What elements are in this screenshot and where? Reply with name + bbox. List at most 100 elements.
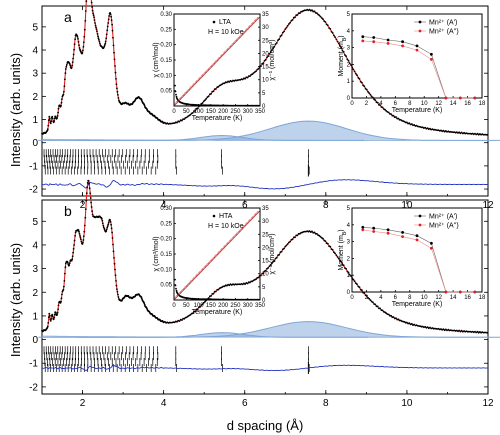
observed-point bbox=[255, 70, 257, 72]
inset-x-tick-label: 0 bbox=[172, 303, 176, 309]
inset2-x-tick-label: 18 bbox=[479, 101, 486, 107]
observed-point bbox=[109, 219, 111, 221]
chi-point bbox=[191, 103, 194, 106]
inverse-chi-point bbox=[224, 244, 227, 247]
inset2-x-tick-label: 2 bbox=[365, 101, 369, 107]
observed-point bbox=[376, 101, 379, 104]
inset-field-label: H = 10 kOe bbox=[208, 223, 244, 230]
inverse-chi-point bbox=[196, 79, 199, 83]
observed-point bbox=[217, 288, 220, 291]
inset-y2-tick-label: 35 bbox=[262, 206, 269, 212]
observed-point bbox=[164, 320, 166, 323]
observed-point bbox=[117, 293, 119, 296]
observed-point bbox=[291, 238, 294, 241]
observed-point bbox=[337, 257, 340, 260]
observed-point bbox=[442, 129, 445, 132]
inverse-chi-point bbox=[239, 229, 242, 232]
observed-point bbox=[196, 107, 199, 110]
chi-point bbox=[234, 298, 237, 301]
observed-point bbox=[244, 283, 247, 285]
inset-x-tick-label: 100 bbox=[194, 109, 205, 115]
observed-point bbox=[115, 284, 118, 287]
observed-point bbox=[395, 116, 397, 118]
moment-point bbox=[430, 246, 433, 250]
observed-point bbox=[108, 15, 110, 17]
observed-point bbox=[109, 13, 112, 16]
inverse-chi-point bbox=[187, 283, 190, 286]
inset-y2-tick-label: 15 bbox=[262, 65, 269, 71]
observed-point bbox=[262, 272, 265, 275]
observed-point bbox=[105, 33, 108, 36]
observed-point bbox=[181, 319, 183, 321]
observed-point bbox=[226, 81, 228, 84]
observed-point bbox=[341, 263, 344, 266]
observed-point bbox=[299, 12, 301, 15]
observed-point bbox=[308, 8, 311, 11]
inverse-chi-point bbox=[194, 275, 197, 278]
observed-point bbox=[291, 19, 294, 21]
observed-point bbox=[53, 316, 56, 319]
inset-legend-label: HTA bbox=[219, 213, 233, 220]
inset2-y-tick-label: 3 bbox=[347, 240, 351, 246]
observed-point bbox=[319, 235, 322, 238]
inset2-x-tick-label: 10 bbox=[421, 101, 428, 107]
observed-point bbox=[114, 65, 116, 67]
observed-point bbox=[89, 197, 92, 199]
observed-point bbox=[272, 47, 274, 50]
x-tick-label: 10 bbox=[401, 398, 413, 409]
observed-point bbox=[271, 262, 273, 265]
observed-point bbox=[278, 253, 281, 256]
observed-point bbox=[347, 271, 350, 274]
observed-point bbox=[107, 22, 110, 24]
inverse-chi-point bbox=[247, 220, 250, 223]
inset-y-tick-label: 0.30 bbox=[160, 206, 172, 212]
inverse-chi-point bbox=[206, 69, 209, 72]
observed-point bbox=[353, 70, 356, 73]
observed-point bbox=[236, 283, 239, 286]
inverse-chi-point bbox=[230, 238, 233, 241]
observed-point bbox=[77, 40, 80, 43]
moment-point bbox=[401, 44, 404, 48]
observed-point bbox=[329, 28, 332, 30]
observed-point bbox=[223, 82, 226, 85]
observed-point bbox=[241, 78, 244, 81]
inverse-chi-point bbox=[183, 93, 186, 96]
observed-point bbox=[226, 284, 228, 287]
observed-point bbox=[318, 14, 321, 17]
observed-point bbox=[458, 131, 461, 134]
inset2-legend-label: Mn²⁺ (A') bbox=[429, 214, 457, 221]
observed-point bbox=[90, 1, 93, 4]
inset-x-tick-label: 150 bbox=[206, 303, 217, 309]
observed-point bbox=[90, 206, 93, 208]
inverse-chi-point bbox=[218, 250, 221, 254]
observed-point bbox=[410, 123, 413, 125]
observed-point bbox=[112, 36, 114, 39]
inverse-chi-point bbox=[216, 58, 220, 61]
inverse-chi-point bbox=[243, 224, 246, 228]
moment-point bbox=[444, 290, 448, 294]
inset-y2-tick-label: 25 bbox=[262, 232, 269, 238]
observed-point bbox=[444, 328, 447, 331]
observed-point bbox=[64, 78, 66, 81]
inverse-chi-point bbox=[233, 41, 236, 44]
chi-point bbox=[217, 298, 220, 301]
observed-point bbox=[279, 35, 282, 38]
inset2-x-tick-label: 6 bbox=[394, 101, 398, 107]
observed-point bbox=[117, 97, 120, 99]
observed-point bbox=[140, 297, 143, 300]
observed-point bbox=[316, 12, 318, 15]
inverse-chi-point bbox=[185, 284, 189, 287]
chi-point bbox=[205, 104, 207, 107]
observed-point bbox=[339, 45, 341, 47]
observed-point bbox=[271, 49, 273, 52]
observed-point bbox=[71, 61, 74, 64]
observed-point bbox=[255, 278, 257, 280]
inverse-chi-point bbox=[246, 27, 249, 31]
observed-point bbox=[262, 62, 265, 64]
observed-point bbox=[246, 282, 249, 285]
chi-point bbox=[174, 284, 177, 287]
observed-point bbox=[91, 213, 94, 216]
moment-point bbox=[401, 40, 404, 44]
inset-y-tick-label: 0.20 bbox=[160, 237, 172, 243]
observed-point bbox=[381, 106, 384, 109]
